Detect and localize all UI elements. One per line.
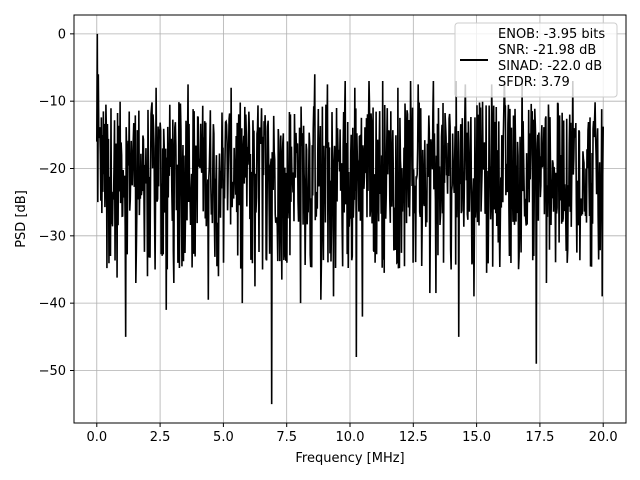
y-tick-label: −50	[39, 364, 66, 379]
x-tick-label: 10.0	[336, 430, 365, 445]
legend-entry: SFDR: 3.79	[498, 75, 570, 90]
y-tick-label: −30	[39, 229, 66, 244]
x-tick-label: 12.5	[399, 430, 428, 445]
y-tick-label: −20	[39, 162, 66, 177]
x-tick-label: 15.0	[462, 430, 491, 445]
y-tick-label: −40	[39, 297, 66, 312]
y-axis-label: PSD [dB]	[14, 190, 29, 248]
x-tick-label: 0.0	[86, 430, 107, 445]
x-tick-label: 5.0	[213, 430, 234, 445]
y-tick-label: 0	[58, 27, 66, 42]
legend-entry: SNR: -21.98 dB	[498, 43, 596, 58]
x-axis-label: Frequency [MHz]	[295, 451, 404, 466]
x-tick-label: 2.5	[150, 430, 171, 445]
legend-entry: ENOB: -3.95 bits	[498, 27, 605, 42]
x-tick-label: 7.5	[276, 430, 297, 445]
psd-series-line	[95, 33, 605, 405]
x-tick-label: 20.0	[589, 430, 618, 445]
legend-box	[454, 22, 618, 98]
legend-entry: SINAD: -22.0 dB	[498, 59, 602, 74]
x-tick-label: 17.5	[525, 430, 554, 445]
y-tick-label: −10	[39, 95, 66, 110]
